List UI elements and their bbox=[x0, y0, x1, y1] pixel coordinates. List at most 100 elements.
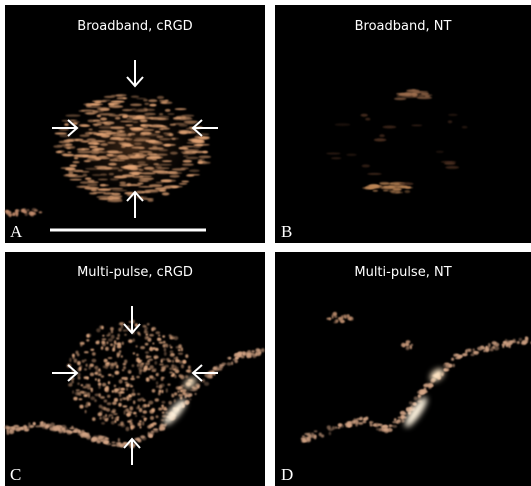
speckle-dot bbox=[130, 385, 133, 387]
speckle-dot bbox=[248, 350, 251, 352]
speckle-dot bbox=[86, 364, 88, 367]
speckle-dot bbox=[84, 368, 87, 370]
panel-letter: B bbox=[281, 222, 292, 241]
speckle-dot bbox=[86, 112, 95, 115]
speckle-dot bbox=[140, 346, 145, 349]
speckle-dot bbox=[261, 348, 264, 352]
speckle-dot bbox=[118, 424, 121, 426]
speckle-dot bbox=[109, 414, 113, 416]
speckle-dot bbox=[383, 126, 397, 129]
speckle-dot bbox=[119, 323, 122, 325]
speckle-dot bbox=[90, 373, 94, 377]
speckle-dot bbox=[97, 340, 99, 343]
speckle-dot bbox=[124, 360, 127, 364]
speckle-dot bbox=[119, 379, 123, 383]
speckle-dot bbox=[114, 398, 118, 402]
speckle-dot bbox=[107, 395, 110, 398]
speckle-dot bbox=[139, 151, 152, 153]
speckle-dot bbox=[198, 161, 208, 163]
speckle-dot bbox=[155, 187, 167, 190]
speckle-dot bbox=[496, 343, 500, 347]
speckle-dot bbox=[139, 371, 142, 375]
speckle-dot bbox=[121, 146, 126, 148]
speckle-dot bbox=[195, 393, 197, 395]
speckle-dot bbox=[108, 381, 110, 384]
speckle-dot bbox=[156, 349, 159, 351]
speckle-dot bbox=[125, 381, 128, 383]
speckle-dot bbox=[156, 385, 158, 387]
speckle-dot bbox=[110, 178, 119, 180]
speckle-dot bbox=[388, 428, 393, 432]
speckle-dot bbox=[185, 375, 188, 378]
speckle-dot bbox=[98, 382, 100, 385]
speckle-dot bbox=[132, 389, 134, 393]
speckle-dot bbox=[331, 157, 341, 159]
speckle-dot bbox=[149, 347, 154, 351]
speckle-dot bbox=[394, 98, 406, 101]
speckle-dot bbox=[241, 356, 245, 358]
speckle-dot bbox=[97, 122, 108, 124]
speckle-dot bbox=[156, 331, 161, 334]
speckle-dot bbox=[82, 360, 85, 363]
speckle-dot bbox=[404, 190, 410, 193]
speckle-dot bbox=[112, 441, 116, 443]
speckle-dot bbox=[411, 125, 422, 127]
speckle-dot bbox=[76, 389, 80, 391]
speckle-dot bbox=[149, 410, 154, 414]
speckle-dot bbox=[80, 181, 91, 184]
speckle-dot bbox=[159, 364, 164, 366]
speckle-dot bbox=[92, 417, 96, 421]
speckle-dot bbox=[127, 164, 133, 166]
speckle-dot bbox=[84, 351, 89, 353]
speckle-dot bbox=[73, 170, 83, 172]
speckle-dot bbox=[155, 131, 160, 133]
speckle-dot bbox=[110, 343, 113, 346]
speckle-dot bbox=[162, 160, 172, 162]
speckle-dot bbox=[72, 161, 79, 163]
speckle-dot bbox=[65, 143, 73, 146]
speckle-dot bbox=[120, 390, 124, 392]
speckle-dot bbox=[111, 416, 113, 419]
speckle-dot bbox=[98, 369, 101, 373]
speckle-dot bbox=[85, 410, 87, 413]
speckle-dot bbox=[147, 378, 150, 382]
speckle-dot bbox=[448, 114, 458, 116]
speckle-dot bbox=[406, 347, 410, 350]
speckle-dot bbox=[89, 146, 98, 148]
speckle-dot bbox=[113, 413, 117, 415]
speckle-dot bbox=[101, 406, 105, 409]
speckle-dot bbox=[170, 152, 178, 155]
speckle-dot bbox=[128, 133, 135, 136]
speckle-dot bbox=[144, 418, 148, 421]
speckle-dot bbox=[170, 350, 174, 353]
speckle-dot bbox=[126, 383, 130, 387]
speckle-dot bbox=[328, 428, 333, 431]
speckle-dot bbox=[220, 366, 223, 369]
speckle-dot bbox=[140, 426, 142, 428]
speckle-dot bbox=[118, 169, 123, 171]
speckle-dot bbox=[25, 212, 28, 216]
speckle-dot bbox=[25, 426, 27, 430]
speckle-dot bbox=[105, 414, 107, 417]
speckle-dot bbox=[161, 128, 171, 130]
speckle-dot bbox=[138, 367, 142, 370]
speckle-dot bbox=[109, 105, 124, 108]
speckle-dot bbox=[170, 186, 183, 188]
speckle-dot bbox=[517, 341, 520, 344]
speckle-dot bbox=[204, 382, 209, 386]
speckle-dot bbox=[161, 427, 165, 430]
speckle-dot bbox=[96, 328, 100, 332]
speckle-dot bbox=[137, 393, 140, 395]
speckle-dot bbox=[178, 394, 183, 397]
speckle-dot bbox=[112, 402, 117, 405]
speckle-dot bbox=[62, 428, 66, 431]
speckle-dot bbox=[202, 379, 205, 383]
speckle-dot bbox=[147, 338, 151, 342]
speckle-dot bbox=[142, 421, 144, 425]
speckle-dot bbox=[61, 153, 67, 155]
speckle-dot bbox=[125, 156, 137, 159]
speckle-dot bbox=[83, 174, 88, 177]
speckle-dot bbox=[117, 345, 122, 348]
speckle-dot bbox=[173, 123, 185, 125]
speckle-dot bbox=[234, 360, 238, 364]
